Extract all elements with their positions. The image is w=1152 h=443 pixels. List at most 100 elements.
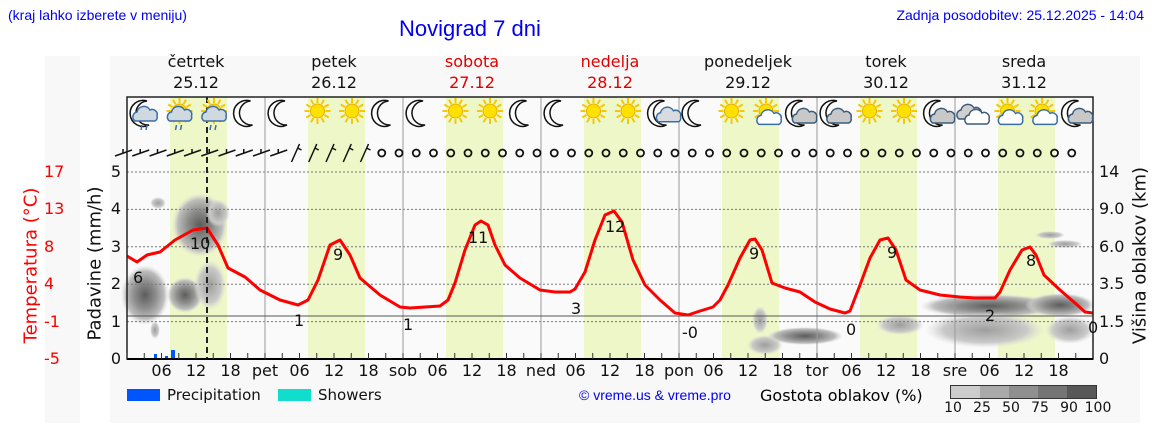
x-tick-label: 12 — [737, 361, 759, 380]
calm-wind-icon — [1050, 148, 1059, 158]
calm-wind-icon — [791, 148, 801, 158]
x-tick-label: 18 — [634, 361, 655, 380]
svg-text:9: 9 — [887, 243, 897, 262]
precip-tick: 3 — [110, 236, 122, 256]
wind-barb-icon — [359, 143, 371, 163]
svg-text:1: 1 — [403, 315, 413, 334]
day-sunny-icon — [718, 98, 745, 124]
precip-tick: 5 — [110, 162, 122, 181]
day-rain-icon — [166, 98, 193, 131]
x-tick-label: pet — [251, 361, 279, 380]
location-menu-hint[interactable]: (kraj lahko izberete v meniju) — [8, 7, 187, 23]
calm-wind-icon — [739, 148, 749, 158]
calm-wind-icon — [1015, 148, 1025, 158]
cloud-height-tick: 0 — [1099, 349, 1110, 368]
wind-barb-icon — [235, 149, 253, 157]
cloud-height-tick: 9.0 — [1099, 199, 1125, 219]
calm-wind-icon — [446, 148, 456, 158]
day-partly-cloudy-icon — [753, 98, 782, 126]
day-rain-icon — [201, 98, 227, 131]
showers-legend: Showers — [318, 386, 382, 404]
svg-text:9: 9 — [749, 244, 759, 263]
svg-text:9: 9 — [333, 245, 343, 264]
x-tick-label: 12 — [875, 361, 897, 380]
precip-tick: 4 — [110, 199, 122, 219]
calm-wind-icon — [808, 148, 818, 158]
wind-barb-icon — [132, 149, 150, 157]
calm-wind-icon — [877, 148, 887, 158]
calm-wind-icon — [1032, 148, 1042, 158]
cloud-density-tick: 25 — [973, 400, 991, 416]
calm-wind-icon — [894, 148, 904, 158]
wind-barb-icon — [342, 143, 354, 163]
day-separators — [264, 97, 956, 359]
x-tick-label: 06 — [427, 361, 448, 380]
day-date: 25.12 — [173, 73, 219, 92]
x-tick-label: 18 — [772, 361, 793, 380]
temperature-tick: -5 — [44, 349, 60, 368]
day-name: petek — [311, 52, 357, 71]
calm-wind-icon — [825, 148, 835, 158]
day-sunny-icon — [442, 98, 469, 124]
copyright-link[interactable]: © vreme.us & vreme.pro — [579, 387, 731, 403]
wind-barb-icon — [325, 143, 337, 163]
temperature-tick: 8 — [44, 236, 55, 256]
calm-wind-icon — [618, 148, 628, 158]
day-partly-cloudy-icon — [994, 98, 1024, 126]
day-date: 26.12 — [311, 73, 357, 92]
night-rain-icon — [129, 99, 158, 131]
temperature-tick: -1 — [44, 311, 60, 331]
cloud-density-tick: 75 — [1031, 400, 1049, 416]
day-name: torek — [865, 52, 907, 71]
calm-wind-icon — [860, 148, 870, 158]
svg-text:10: 10 — [190, 234, 210, 253]
x-tick-label: 12 — [323, 361, 345, 380]
cloud-density-tick: 90 — [1060, 400, 1078, 416]
day-date: 27.12 — [449, 73, 495, 92]
night-clear-icon — [405, 99, 426, 128]
wind-barb-icon — [290, 143, 302, 163]
day-sunny-icon — [615, 98, 641, 124]
x-tick-label: sre — [942, 361, 968, 380]
x-tick-label: 12 — [185, 361, 207, 380]
svg-text:1: 1 — [294, 311, 304, 330]
last-update: Zadnja posodobitev: 25.12.2025 - 14:04 — [896, 7, 1144, 23]
x-tick-label: 18 — [1048, 361, 1069, 380]
cloud-height-tick: 1.5 — [1099, 311, 1125, 331]
day-name: sreda — [1001, 52, 1047, 71]
night-clear-icon — [370, 99, 391, 128]
night-clear-icon — [267, 99, 288, 128]
calm-wind-icon — [411, 148, 421, 158]
x-tick-marks — [126, 353, 1077, 359]
svg-text:11: 11 — [468, 228, 488, 247]
x-tick-label: 06 — [979, 361, 1000, 380]
x-tick-label: 12 — [461, 361, 483, 380]
wind-barb-icon — [201, 149, 219, 157]
night-cloudy-icon — [819, 99, 852, 128]
wind-barb-icon — [308, 143, 320, 163]
cloud-height-tick: 3.5 — [1099, 274, 1125, 294]
temperature-tick: 13 — [44, 199, 65, 219]
x-tick-label: 06 — [151, 361, 172, 380]
wind-barb-icon — [166, 149, 184, 157]
day-sunny-icon — [339, 98, 365, 124]
temperature-line — [126, 209, 1094, 317]
wind-barb-icon — [114, 149, 133, 157]
temp-axis-panel — [45, 56, 80, 423]
day-name: ponedeljek — [704, 52, 792, 71]
calm-wind-icon — [498, 148, 507, 158]
calm-wind-icon — [963, 148, 973, 158]
x-tick-label: 06 — [841, 361, 862, 380]
x-tick-label: pon — [663, 361, 695, 380]
wind-barb-icon — [218, 149, 236, 157]
x-tick-label: 18 — [358, 361, 379, 380]
cloudy-icon — [956, 103, 990, 125]
night-cloudy-icon — [1060, 99, 1094, 128]
calm-wind-icon — [843, 148, 852, 158]
wind-barb-icon — [183, 149, 202, 157]
calm-wind-icon — [981, 148, 990, 158]
calm-wind-icon — [377, 148, 387, 158]
night-clear-icon — [508, 99, 529, 128]
cloud-density-label: Gostota oblakov (%) — [760, 386, 923, 405]
x-tick-label: 18 — [910, 361, 931, 380]
